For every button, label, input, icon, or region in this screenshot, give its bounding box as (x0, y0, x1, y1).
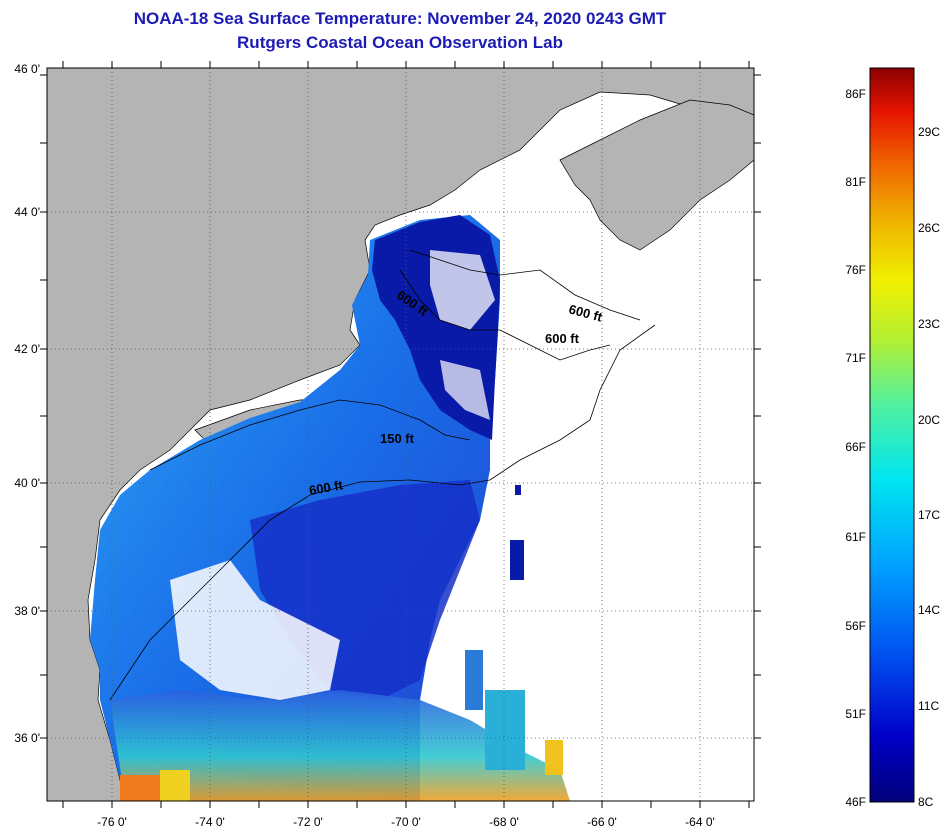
lon-label: -66 0' (587, 815, 617, 829)
cloud-gap-patch (170, 560, 340, 700)
contour-150ft (149, 399, 471, 471)
colorbar-label-c: 11C (918, 699, 939, 713)
colorbar-label-f: 46F (845, 795, 866, 809)
lon-label: -68 0' (489, 815, 519, 829)
land-nova-scotia (559, 99, 754, 251)
lon-label: -76 0' (97, 815, 127, 829)
sst-data-fragment (160, 770, 190, 801)
lat-label: 38 0' (14, 604, 40, 618)
cloud-gap-patch (440, 360, 490, 420)
contour-label: 600 ft (545, 331, 580, 346)
sst-data-fragment (485, 690, 525, 770)
map-frame (46, 67, 755, 802)
colorbar-label-c: 29C (918, 125, 940, 139)
lat-label: 46 0' (14, 62, 40, 76)
colorbar-label-c: 23C (918, 317, 940, 331)
lon-label: -64 0' (685, 815, 715, 829)
colorbar-label-f: 51F (845, 707, 866, 721)
colorbar-label-f: 56F (845, 619, 866, 633)
sst-data-fragment (510, 540, 524, 580)
contour-600ft (399, 269, 611, 361)
colorbar-label-c: 26C (918, 221, 940, 235)
colorbar-label-c: 20C (918, 413, 940, 427)
colorbar-label-f: 86F (845, 87, 866, 101)
map-subtitle: Rutgers Coastal Ocean Observation Lab (237, 33, 563, 52)
sst-data-fragment (120, 775, 160, 801)
colorbar-label-f: 71F (845, 351, 866, 365)
temperature-colorbar (869, 67, 915, 803)
sst-data-fragment (545, 740, 563, 775)
colorbar-label-c: 17C (918, 508, 940, 522)
sst-southern-water (110, 690, 570, 801)
colorbar-label-c: 8C (918, 795, 934, 809)
lat-label: 40 0' (14, 476, 40, 490)
lat-label: 36 0' (14, 731, 40, 745)
colorbar-label-f: 81F (845, 175, 866, 189)
lon-label: -72 0' (293, 815, 323, 829)
map-title: NOAA-18 Sea Surface Temperature: Novembe… (133, 9, 667, 28)
contour-label: 600 ft (308, 477, 345, 498)
cloud-gap-patch (430, 250, 495, 330)
sst-data-fragment (515, 485, 521, 495)
lat-label: 42 0' (14, 342, 40, 356)
colorbar-label-f: 61F (845, 530, 866, 544)
sst-data-fragment (465, 650, 483, 710)
lon-label: -70 0' (391, 815, 421, 829)
contour-600ft (409, 249, 641, 321)
map-ticks (40, 61, 761, 808)
lon-label: -74 0' (195, 815, 225, 829)
contour-label: 150 ft (380, 431, 415, 446)
colorbar-label-c: 14C (918, 603, 940, 617)
lat-label: 44 0' (14, 205, 40, 219)
colorbar-label-f: 76F (845, 263, 866, 277)
colorbar-label-f: 66F (845, 440, 866, 454)
